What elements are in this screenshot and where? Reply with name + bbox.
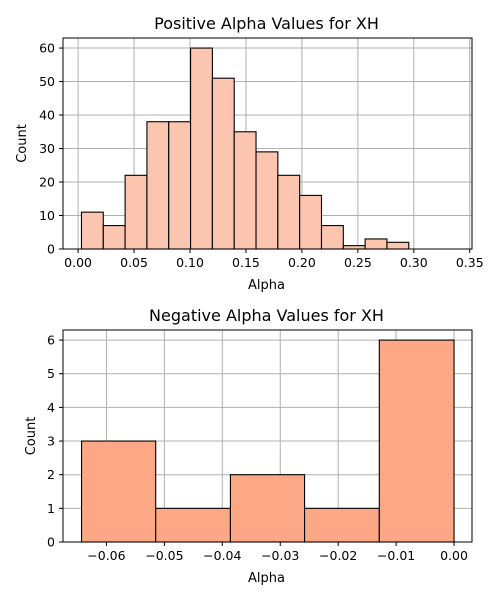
histogram-bar	[80, 211, 104, 250]
y-tick-label: 3	[47, 434, 55, 449]
x-tick-label: 0.15	[232, 255, 260, 270]
x-axis-label: Alpha	[248, 278, 285, 293]
y-tick-label: 30	[39, 141, 55, 156]
histogram-bar	[146, 121, 170, 250]
y-tick-label: 1	[47, 501, 55, 516]
y-tick-label: 4	[47, 400, 55, 415]
histogram-bar	[80, 440, 157, 543]
positive-alpha-histogram: Positive Alpha Values for XH 0.00 0.05 0.1…	[15, 14, 484, 293]
y-tick-label: 2	[47, 467, 55, 482]
histogram-bar	[190, 47, 213, 250]
histogram-bar	[155, 507, 231, 543]
x-tick-label: 0.05	[120, 255, 148, 270]
x-axis-label: Alpha	[248, 571, 285, 586]
plot-frame	[62, 329, 473, 543]
histogram-bar	[211, 77, 235, 250]
histogram-bar	[124, 174, 148, 250]
histogram-bar	[320, 225, 344, 250]
x-tick-label: 0.35	[456, 255, 484, 270]
x-tick-label: 0.30	[400, 255, 428, 270]
y-axis-label: Count	[24, 417, 39, 456]
histogram-bar	[277, 174, 301, 250]
x-tick-label: 0.00	[440, 548, 468, 563]
histogram-bar	[255, 151, 279, 250]
x-tick-label: 0.00	[64, 255, 92, 270]
y-tick-label: 6	[47, 333, 55, 348]
x-tick-label: −0.02	[319, 548, 357, 563]
x-tick-label: 0.10	[176, 255, 204, 270]
x-tick-label: 0.20	[288, 255, 316, 270]
plot-frame	[62, 37, 473, 250]
histogram-bar	[233, 131, 257, 250]
histogram-bar	[299, 194, 323, 250]
y-tick-label: 5	[47, 366, 55, 381]
y-tick-label: 40	[39, 108, 55, 123]
histogram-bar	[364, 238, 388, 250]
x-tick-label: −0.04	[203, 548, 241, 563]
histogram-bar	[102, 225, 126, 250]
histogram-bar	[168, 121, 192, 250]
chart-title: Negative Alpha Values for XH	[149, 306, 384, 325]
y-axis-label: Count	[15, 124, 30, 163]
negative-alpha-histogram: Negative Alpha Values for XH −0.06 −0.05 −…	[24, 306, 473, 586]
x-tick-label: −0.03	[261, 548, 299, 563]
histogram-bar	[378, 339, 455, 543]
x-tick-label: −0.06	[87, 548, 125, 563]
histogram-bar	[304, 507, 380, 543]
y-tick-label: 10	[39, 208, 55, 223]
histogram-bar	[386, 241, 410, 250]
y-tick-label: 50	[39, 74, 55, 89]
y-tick-label: 60	[39, 41, 55, 56]
x-tick-label: 0.25	[344, 255, 372, 270]
chart-title: Positive Alpha Values for XH	[154, 14, 379, 33]
y-tick-label: 0	[47, 535, 55, 550]
y-tick-label: 0	[47, 242, 55, 257]
histogram-bar	[229, 474, 306, 543]
histogram-bar	[342, 245, 366, 250]
x-tick-label: −0.05	[145, 548, 183, 563]
x-tick-label: −0.01	[377, 548, 415, 563]
y-tick-label: 20	[39, 175, 55, 190]
